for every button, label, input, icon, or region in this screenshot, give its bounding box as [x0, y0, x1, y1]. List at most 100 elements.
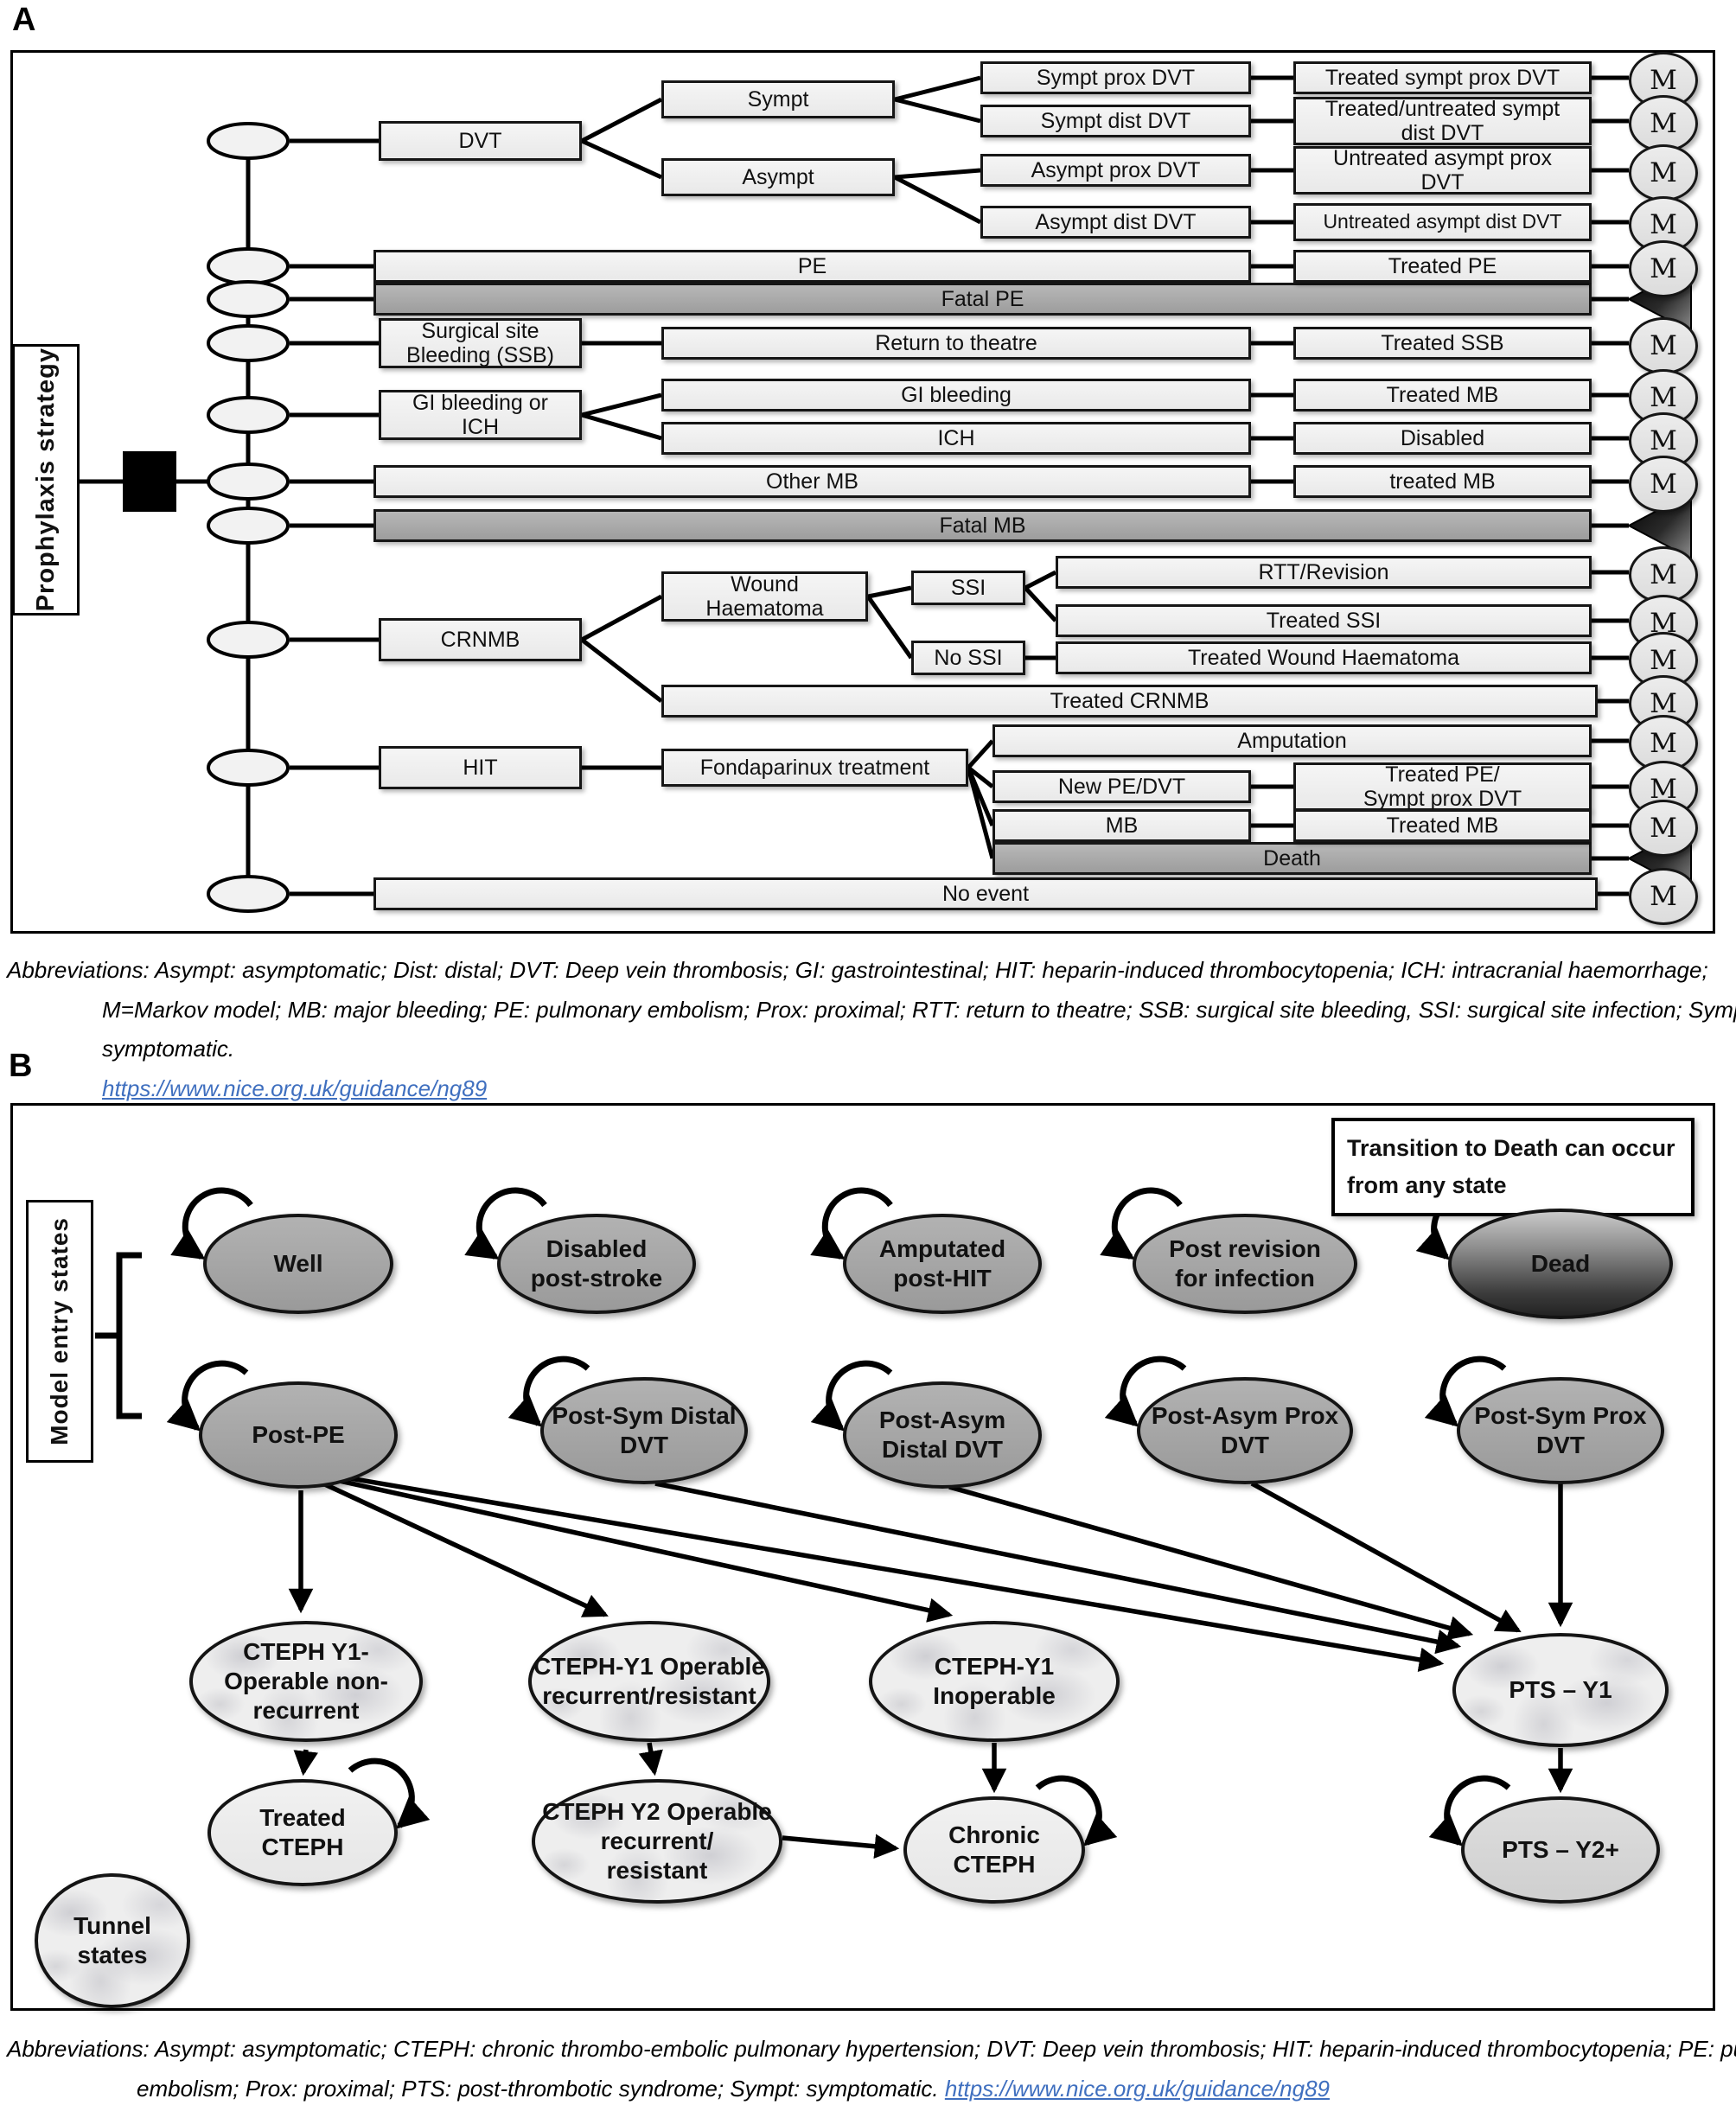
self-loop-arrow — [1424, 1355, 1507, 1427]
entry-bracket — [95, 1252, 142, 1419]
chance-node — [207, 749, 290, 787]
node-treated-mb-hit: Treated MB — [1293, 809, 1592, 842]
node-treated-ssb: Treated SSB — [1293, 327, 1592, 360]
markov-node: M — [1629, 196, 1698, 253]
node-mb: MB — [992, 809, 1251, 842]
state-dead: Dead — [1448, 1209, 1673, 1319]
markov-node: M — [1629, 456, 1698, 513]
node-no-ssi: No SSI — [911, 641, 1025, 675]
entry-states-label: Model entry states — [46, 1217, 73, 1445]
markov-node: M — [1629, 317, 1698, 374]
markov-node: M — [1629, 800, 1698, 857]
self-loop-arrow — [1104, 1355, 1187, 1427]
chance-node — [207, 875, 290, 913]
tunnel-states-legend: Tunnel states — [35, 1873, 190, 2008]
caption-b: Abbreviations: Asympt: asymptomatic; CTE… — [7, 2030, 1736, 2105]
node-treated-sympt-prox-dvt: Treated sympt prox DVT — [1293, 61, 1592, 94]
state-amputated-post-hit: Amputated post-HIT — [843, 1214, 1042, 1314]
chance-node — [207, 507, 290, 545]
node-sympt: Sympt — [661, 80, 895, 118]
chance-nodes — [207, 122, 290, 913]
node-return-to-theatre: Return to theatre — [661, 327, 1251, 360]
node-treated-wound-haematoma: Treated Wound Haematoma — [1056, 641, 1592, 674]
node-wound-haematoma: Wound Haematoma — [661, 571, 868, 622]
transition-arrow — [319, 1474, 954, 1623]
panel-a-label: A — [12, 2, 36, 38]
node-sympt-prox-dvt: Sympt prox DVT — [980, 61, 1251, 94]
caption-b-link[interactable]: https://www.nice.org.uk/guidance/ng89 — [944, 2075, 1331, 2102]
node-disabled: Disabled — [1293, 422, 1592, 455]
node-treated-crnmb: Treated CRNMB — [661, 685, 1598, 718]
state-post-pe: Post-PE — [199, 1381, 398, 1489]
chance-node — [207, 324, 290, 362]
node-fondaparinux: Fondaparinux treatment — [661, 749, 968, 787]
node-no-event: No event — [373, 877, 1598, 910]
node-ssb: Surgical site Bleeding (SSB) — [379, 318, 582, 368]
node-pe: PE — [373, 250, 1251, 283]
node-treated-ssi: Treated SSI — [1056, 604, 1592, 637]
node-sympt-dist-dvt: Sympt dist DVT — [980, 105, 1251, 137]
self-loop-arrow — [1100, 1187, 1183, 1260]
node-treated-pe: Treated PE — [1293, 250, 1592, 283]
self-loop-arrow — [464, 1187, 547, 1260]
chance-node — [207, 280, 290, 318]
node-dvt: DVT — [379, 121, 582, 161]
root-strategy-label: Prophylaxis strategy — [31, 348, 60, 612]
state-post-asym-prox-dvt: Post-Asym Prox DVT — [1137, 1377, 1353, 1484]
self-loop-arrow — [1035, 1775, 1118, 1847]
decision-node — [123, 451, 176, 512]
entry-states-box: Model entry states — [26, 1200, 93, 1463]
chance-node — [207, 396, 290, 434]
state-cteph-y1-inoperable: CTEPH-Y1 Inoperable — [869, 1621, 1120, 1742]
node-amputation: Amputation — [992, 724, 1592, 757]
self-loop-arrow — [507, 1355, 590, 1427]
caption-a: Abbreviations: Asympt: asymptomatic; Dis… — [7, 951, 1736, 1108]
state-post-sym-distal-dvt: Post-Sym Distal DVT — [540, 1377, 748, 1484]
markov-node: M — [1629, 412, 1698, 469]
caption-b-text: Abbreviations: Asympt: asymptomatic; CTE… — [7, 2036, 1736, 2102]
panel-b-label: B — [9, 1048, 33, 1084]
node-treated-pe-sympt-prox-dvt: Treated PE/ Sympt prox DVT — [1293, 762, 1592, 811]
state-cteph-y1-operable-recurrent: CTEPH-Y1 Operable recurrent/resistant — [528, 1621, 770, 1742]
node-treated-untreated-sympt-dist-dvt: Treated/untreated sympt dist DVT — [1293, 97, 1592, 145]
node-asympt-prox-dvt: Asympt prox DVT — [980, 154, 1251, 187]
node-treated-mb-other: treated MB — [1293, 465, 1592, 498]
state-disabled-post-stroke: Disabled post-stroke — [497, 1214, 696, 1314]
state-well: Well — [203, 1214, 393, 1314]
transition-arrow — [323, 1471, 1445, 1673]
node-untreated-asympt-prox-dvt: Untreated asympt prox DVT — [1293, 146, 1592, 195]
node-asympt: Asympt — [661, 158, 895, 196]
self-loop-arrow — [166, 1360, 249, 1432]
transition-arrow — [314, 1477, 609, 1617]
caption-a-link[interactable]: https://www.nice.org.uk/guidance/ng89 — [102, 1075, 488, 1101]
self-loop-arrow — [348, 1757, 431, 1829]
node-fatal-pe: Fatal PE — [373, 283, 1592, 316]
chance-node — [207, 621, 290, 659]
transition-arrow — [293, 1749, 318, 1776]
self-loop-arrow — [810, 1187, 893, 1260]
transition-arrow — [948, 1484, 1474, 1641]
state-treated-cteph: Treated CTEPH — [207, 1779, 398, 1886]
node-hit: HIT — [379, 746, 582, 789]
self-loop-arrow — [1428, 1775, 1511, 1847]
node-ssi: SSI — [911, 571, 1025, 605]
state-chronic-cteph: Chronic CTEPH — [903, 1796, 1085, 1904]
transition-arrow — [1250, 1481, 1522, 1633]
caption-a-text: Abbreviations: Asympt: asymptomatic; Dis… — [7, 957, 1736, 1062]
transition-arrows — [288, 1471, 1573, 1859]
chance-node — [207, 122, 290, 160]
state-post-asym-distal-dvt: Post-Asym Distal DVT — [843, 1381, 1042, 1489]
markov-node: M — [1629, 144, 1698, 201]
transition-arrow — [654, 1481, 1462, 1655]
markov-node: M — [1629, 240, 1698, 297]
node-rtt-revision: RTT/Revision — [1056, 556, 1592, 589]
state-cteph-y1-operable-nonrecurrent: CTEPH Y1- Operable non- recurrent — [189, 1621, 423, 1742]
root-strategy-box: Prophylaxis strategy — [12, 344, 80, 616]
transition-arrow — [638, 1742, 663, 1776]
node-fatal-mb: Fatal MB — [373, 509, 1592, 542]
node-ich: ICH — [661, 422, 1251, 455]
node-treated-mb-gi: Treated MB — [1293, 379, 1592, 411]
node-asympt-dist-dvt: Asympt dist DVT — [980, 206, 1251, 239]
